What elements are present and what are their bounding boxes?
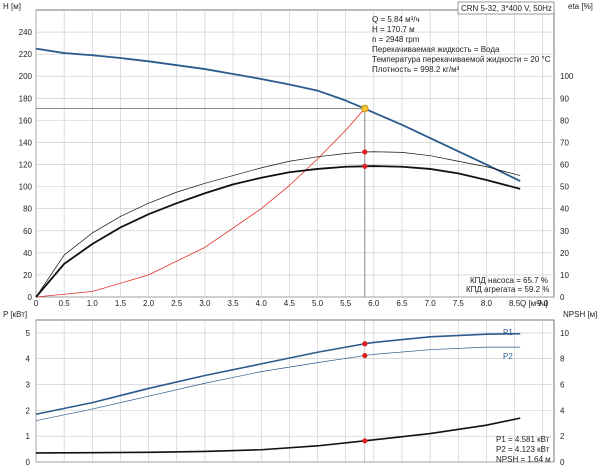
y-tick-label-h: 200: [19, 72, 33, 81]
series-label-p1: P1: [503, 328, 513, 337]
y2-tick-label-eta: 50: [560, 183, 569, 192]
p1-marker: [362, 341, 368, 347]
y2-tick-label-npsh: 10: [560, 329, 569, 338]
y2-tick-label-eta: 10: [560, 271, 569, 280]
eta-pump-marker: [362, 149, 368, 155]
y-tick-label-p: 2: [26, 406, 31, 415]
p1-readout: P1 = 4.581 кВт: [496, 435, 550, 444]
y-tick-label-h: 0: [28, 293, 33, 302]
lower-tick-labels: 0 1 2 3 4 5 0 2 4 6 8 10: [26, 329, 570, 467]
y-tick-label-p: 0: [26, 458, 31, 467]
y-tick-label-h: 40: [23, 249, 32, 258]
eta_unit-curve: [35, 165, 521, 298]
head-curve: [35, 47, 521, 182]
x-tick-label: 6.5: [396, 299, 408, 308]
y-tick-label-h: 100: [19, 183, 33, 192]
duty-point-marker: [361, 104, 369, 113]
eta-unit-marker: [362, 163, 368, 169]
x-tick-label: 7.5: [453, 299, 465, 308]
y-tick-label-h: 60: [23, 227, 32, 236]
y-tick-label-p: 5: [26, 329, 31, 338]
info-line-density: Плотность = 998.2 кг/м³: [372, 65, 460, 74]
eta-unit-readout: КПД агрегата = 59.2 %: [466, 285, 549, 294]
system-curve: [35, 108, 366, 298]
p1-curve: [35, 332, 521, 416]
y-axis-label-p: P [кВт]: [3, 310, 27, 319]
y2-tick-label-eta: 80: [560, 116, 569, 125]
duty-info-block: Q = 5.84 м³/ч H = 170.7 м n = 2948 rpm П…: [372, 15, 551, 74]
p2-curve: [35, 346, 521, 422]
y2-tick-label-eta: 20: [560, 249, 569, 258]
x-tick-label: 2.5: [171, 299, 183, 308]
lower-series: [35, 320, 521, 462]
x-tick-label: 9.0: [537, 299, 549, 308]
x-tick-label: 6.0: [368, 299, 380, 308]
y2-axis-label-eta: eta [%]: [568, 2, 593, 11]
npsh-readout: NPSH = 1.64 м: [496, 455, 551, 464]
y2-tick-label-eta: 90: [560, 94, 569, 103]
y2-tick-label-eta: 100: [560, 72, 574, 81]
series-label-p2: P2: [503, 352, 513, 361]
npsh-curve: [35, 417, 521, 454]
p2-readout: P2 = 4.123 кВт: [496, 445, 550, 454]
x-tick-label: 1.5: [115, 299, 127, 308]
x-tick-label: 2.0: [143, 299, 155, 308]
duty-markers: [361, 104, 369, 444]
x-tick-label: 0.5: [59, 299, 71, 308]
y-tick-label-p: 3: [26, 381, 31, 390]
y-axis-label-h: H [м]: [3, 2, 21, 11]
y2-tick-label-npsh: 2: [560, 432, 565, 441]
y-tick-label-p: 4: [26, 355, 31, 364]
y-tick-label-h: 160: [19, 116, 33, 125]
y-tick-label-h: 80: [23, 205, 32, 214]
y2-tick-label-eta: 30: [560, 227, 569, 236]
y2-tick-label-npsh: 4: [560, 406, 565, 415]
y-tick-label-p: 1: [26, 432, 31, 441]
x-tick-label: 8.5: [509, 299, 521, 308]
y-tick-label-h: 180: [19, 94, 33, 103]
y2-axis-label-npsh: NPSH [м]: [563, 310, 597, 319]
info-line-h: H = 170.7 м: [372, 25, 415, 34]
eta_pump-curve: [35, 151, 521, 298]
info-line-temperature: Температура перекачиваемой жидкости = 20…: [372, 55, 551, 64]
y-tick-label-h: 240: [19, 28, 33, 37]
y2-tick-label-npsh: 0: [560, 458, 565, 467]
npsh-marker: [362, 438, 368, 444]
y2-tick-label-eta: 70: [560, 138, 569, 147]
eta-pump-readout: КПД насоса = 65.7 %: [470, 276, 548, 285]
pump-title: CRN 5-32, 3*400 V, 50Hz: [461, 4, 552, 13]
x-axis-label-q: Q [м³/ч]: [520, 299, 547, 308]
power-npsh-plot-frame: [35, 319, 555, 463]
info-line-n: n = 2948 rpm: [372, 35, 420, 44]
y-tick-label-h: 120: [19, 161, 33, 170]
y2-tick-label-npsh: 8: [560, 355, 565, 364]
upper-series: [35, 47, 521, 298]
info-line-q: Q = 5.84 м³/ч: [372, 15, 420, 24]
y2-tick-label-eta: 40: [560, 205, 569, 214]
pump-title-box: [457, 1, 555, 15]
upper-grid: [35, 10, 554, 298]
y2-tick-label-eta: 60: [560, 161, 569, 170]
y-tick-label-h: 140: [19, 138, 33, 147]
info-line-liquid: Перекачиваемая жидкость = Вода: [372, 45, 500, 54]
y-tick-label-h: 20: [23, 271, 32, 280]
x-tick-label: 1.0: [87, 299, 99, 308]
x-tick-label: 3.0: [199, 299, 211, 308]
x-tick-label: 7.0: [425, 299, 437, 308]
x-tick-label: 0: [34, 299, 39, 308]
x-tick-label: 4.5: [284, 299, 296, 308]
x-tick-label: 4.0: [256, 299, 268, 308]
y2-tick-label-eta: 0: [560, 293, 565, 302]
y2-tick-label-npsh: 6: [560, 381, 565, 390]
x-tick-label: 3.5: [228, 299, 240, 308]
x-tick-label: 8.0: [481, 299, 493, 308]
y-tick-label-h: 220: [19, 50, 33, 59]
lower-grid: [35, 320, 554, 463]
x-tick-label: 5.0: [312, 299, 324, 308]
upper-tick-labels: 0 0.5 1.0 1.5 2.0 2.5 3.0 3.5 4.0 4.5 5.0 5.5 6.0 6.5…: [19, 28, 574, 308]
p2-marker: [362, 352, 368, 359]
x-tick-label: 5.5: [340, 299, 352, 308]
